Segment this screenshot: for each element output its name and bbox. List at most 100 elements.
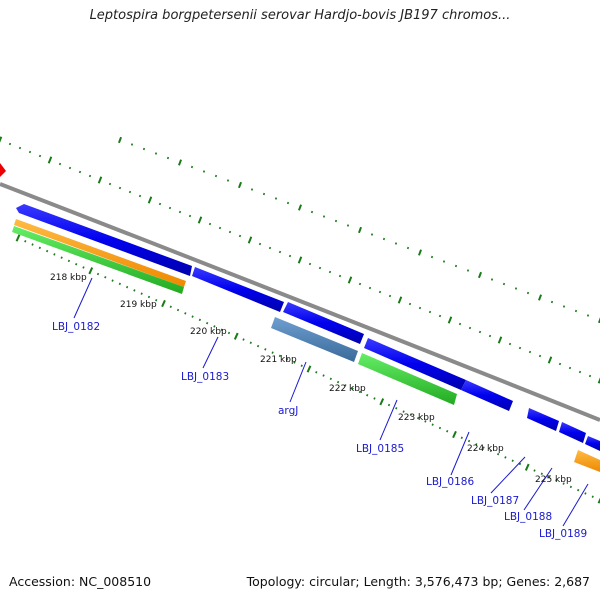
tick-mark	[366, 393, 369, 397]
backbone-circle-arc	[0, 182, 600, 422]
tick-mark	[586, 314, 590, 317]
gene-feature[interactable]	[527, 408, 559, 431]
tick-mark	[262, 192, 266, 196]
tick-mark	[598, 317, 600, 324]
ruler-labels: 218 kbp 219 kbp 220 kbp 221 kbp 222 kbp …	[50, 273, 572, 485]
tick-mark	[202, 170, 206, 173]
tick-mark	[38, 246, 41, 250]
ruler-label: 218 kbp	[50, 273, 87, 283]
tick-mark	[191, 315, 194, 318]
steelblue-gene-feature[interactable]	[271, 317, 358, 362]
gene-label[interactable]: LBJ_0189	[539, 528, 587, 540]
tick-mark	[249, 341, 252, 345]
tick-mark	[475, 443, 478, 446]
ruler-label: 221 kbp	[260, 355, 297, 365]
tick-mark	[82, 266, 85, 269]
gene-feature[interactable]	[16, 204, 192, 276]
tick-mark	[547, 475, 551, 479]
tick-mark	[442, 260, 446, 263]
tick-mark	[478, 271, 482, 279]
gene-label[interactable]: LBJ_0188	[504, 511, 552, 523]
tick-mark	[168, 206, 172, 210]
tick-mark	[278, 250, 282, 254]
tick-mark	[198, 318, 202, 322]
tick-mark	[395, 407, 398, 410]
tick-mark	[250, 188, 254, 191]
tick-mark	[528, 350, 532, 354]
accession-label: Accession: NC_008510	[9, 574, 152, 589]
tick-mark	[166, 156, 170, 160]
gene-label[interactable]: LBJ_0183	[181, 371, 229, 383]
gene-label[interactable]: LBJ_0185	[356, 443, 404, 455]
gene-feature[interactable]	[192, 267, 284, 312]
tick-mark	[368, 286, 372, 290]
gene-feature[interactable]	[559, 422, 586, 443]
green-feature[interactable]	[12, 226, 184, 294]
tick-mark	[409, 413, 412, 417]
tick-mark	[322, 374, 325, 377]
tick-mark	[351, 387, 354, 390]
tick-mark	[298, 204, 302, 211]
tick-mark	[562, 305, 566, 308]
tick-mark	[397, 296, 403, 304]
tick-mark	[318, 266, 322, 270]
tick-mark	[58, 162, 62, 166]
tick-mark	[416, 416, 420, 420]
gene-label[interactable]: LBJ_0186	[426, 476, 474, 488]
tick-mark	[228, 230, 232, 234]
gene-label[interactable]: argJ	[278, 405, 298, 417]
tick-mark	[438, 426, 442, 430]
tick-mark	[511, 459, 514, 462]
tick-mark	[8, 142, 12, 146]
ruler-label: 223 kbp	[398, 413, 435, 423]
tick-mark	[322, 215, 326, 218]
tick-mark	[454, 264, 458, 268]
tick-mark	[18, 146, 22, 150]
tick-mark	[169, 305, 172, 309]
tick-mark	[466, 269, 470, 272]
tick-mark	[504, 456, 507, 459]
tick-mark	[264, 348, 267, 351]
tick-mark	[218, 226, 222, 230]
tick-mark	[188, 214, 192, 218]
tick-mark	[88, 174, 92, 178]
tick-mark	[238, 234, 242, 238]
tick-mark	[178, 159, 182, 166]
green-feature[interactable]	[358, 353, 457, 405]
tick-mark	[31, 243, 34, 246]
tick-mark	[67, 259, 71, 263]
outer-tick-ring	[0, 136, 600, 384]
tick-mark	[358, 390, 362, 394]
tick-mark	[452, 430, 457, 439]
gene-feature[interactable]	[585, 436, 600, 451]
orange-feature[interactable]	[574, 450, 600, 472]
tick-mark	[446, 429, 449, 433]
tick-mark	[338, 274, 342, 278]
tick-mark	[402, 410, 405, 413]
tick-mark	[154, 152, 158, 155]
tick-mark	[597, 377, 600, 384]
tick-mark	[147, 196, 153, 204]
tick-mark	[286, 357, 289, 361]
tick-mark	[347, 276, 353, 284]
tick-mark	[558, 362, 562, 366]
tick-mark	[213, 325, 216, 328]
tick-mark	[394, 242, 398, 245]
tick-mark	[418, 249, 422, 256]
tick-mark	[130, 143, 134, 146]
gene-label[interactable]: LBJ_0187	[471, 495, 519, 507]
tick-mark	[108, 182, 112, 186]
tick-mark	[370, 233, 374, 236]
gene-feature[interactable]	[283, 302, 364, 344]
orange-feature[interactable]	[14, 219, 186, 287]
forward-gene-track	[16, 204, 600, 451]
gene-feature[interactable]	[461, 380, 513, 411]
tick-mark	[125, 285, 129, 289]
tick-mark	[569, 485, 573, 489]
tick-mark	[538, 354, 542, 358]
tick-mark	[176, 308, 180, 312]
gene-label[interactable]: LBJ_0182	[52, 321, 100, 333]
gene-feature[interactable]	[364, 338, 466, 390]
tick-mark	[514, 287, 518, 290]
tick-mark	[274, 197, 278, 200]
